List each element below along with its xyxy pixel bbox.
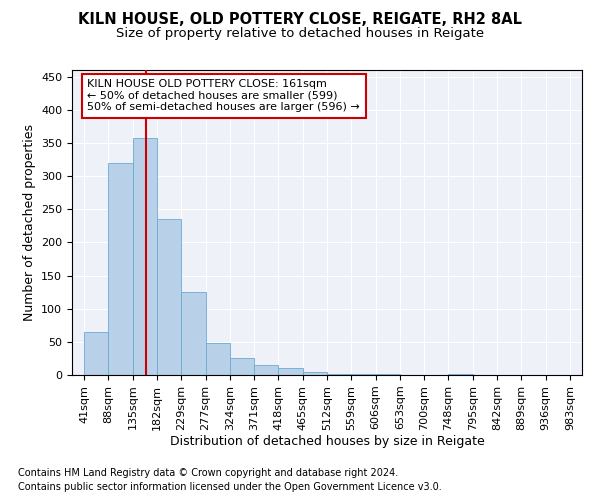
Bar — [230, 358, 254, 375]
Bar — [84, 332, 109, 375]
Bar — [181, 292, 206, 375]
Bar — [157, 219, 181, 375]
Text: Contains HM Land Registry data © Crown copyright and database right 2024.: Contains HM Land Registry data © Crown c… — [18, 468, 398, 477]
Bar — [109, 163, 133, 375]
Bar — [376, 374, 400, 375]
Bar — [254, 365, 278, 375]
Text: KILN HOUSE, OLD POTTERY CLOSE, REIGATE, RH2 8AL: KILN HOUSE, OLD POTTERY CLOSE, REIGATE, … — [78, 12, 522, 28]
Text: Contains public sector information licensed under the Open Government Licence v3: Contains public sector information licen… — [18, 482, 442, 492]
Bar — [327, 374, 351, 375]
Bar — [351, 374, 376, 375]
Text: KILN HOUSE OLD POTTERY CLOSE: 161sqm
← 50% of detached houses are smaller (599)
: KILN HOUSE OLD POTTERY CLOSE: 161sqm ← 5… — [88, 79, 360, 112]
Text: Size of property relative to detached houses in Reigate: Size of property relative to detached ho… — [116, 28, 484, 40]
Bar — [448, 374, 473, 375]
Bar — [303, 372, 327, 375]
X-axis label: Distribution of detached houses by size in Reigate: Distribution of detached houses by size … — [170, 436, 484, 448]
Y-axis label: Number of detached properties: Number of detached properties — [23, 124, 35, 321]
Bar — [206, 343, 230, 375]
Bar — [133, 138, 157, 375]
Bar — [278, 368, 303, 375]
